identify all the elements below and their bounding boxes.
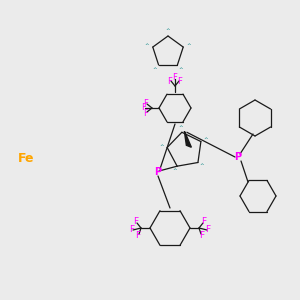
Text: P: P xyxy=(234,152,242,162)
Text: F: F xyxy=(142,103,146,112)
Text: F: F xyxy=(135,230,141,239)
Text: ^: ^ xyxy=(166,28,170,32)
Text: F: F xyxy=(144,109,148,118)
Text: ^: ^ xyxy=(145,43,149,48)
Polygon shape xyxy=(184,131,191,147)
Text: F: F xyxy=(201,218,207,226)
Text: F: F xyxy=(206,226,211,235)
Text: F: F xyxy=(144,98,148,107)
Text: Fe: Fe xyxy=(18,152,34,164)
Text: F: F xyxy=(172,73,177,82)
Text: ^: ^ xyxy=(172,168,177,173)
Text: P: P xyxy=(154,167,162,177)
Text: ^: ^ xyxy=(199,164,204,169)
Text: ^: ^ xyxy=(203,137,208,142)
Text: F: F xyxy=(168,77,172,86)
Text: ^: ^ xyxy=(160,144,164,149)
Text: ^: ^ xyxy=(179,125,183,130)
Text: ^: ^ xyxy=(178,67,183,72)
Text: ^: ^ xyxy=(153,67,158,72)
Text: F: F xyxy=(200,230,205,239)
Text: F: F xyxy=(134,218,139,226)
Text: ^: ^ xyxy=(187,43,191,48)
Text: F: F xyxy=(178,77,182,86)
Text: F: F xyxy=(129,226,135,235)
